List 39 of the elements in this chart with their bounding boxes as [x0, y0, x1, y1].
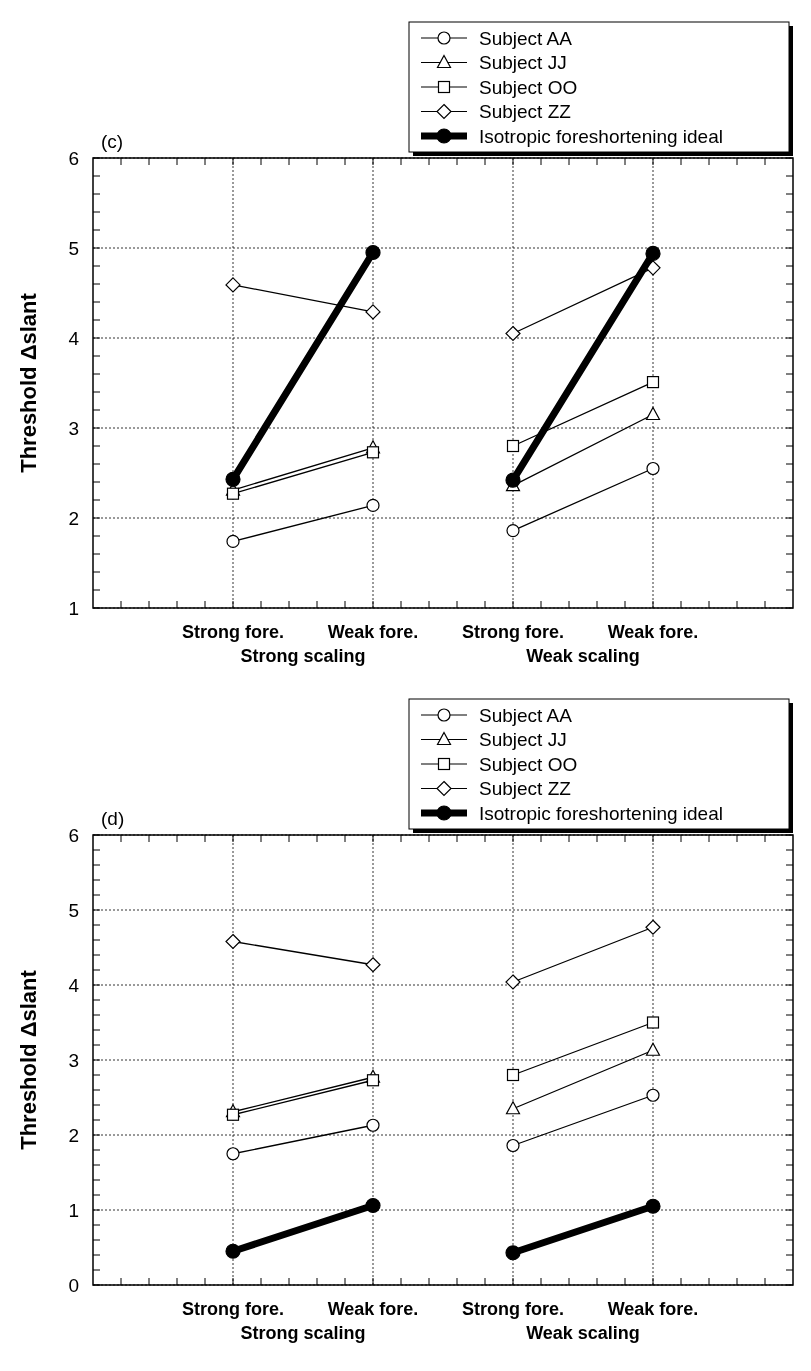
text: Weak scaling	[526, 1323, 640, 1343]
x-tick-label: Weak fore.	[327, 622, 419, 642]
y-tick-label: 6	[68, 824, 79, 846]
y-tick-label: 3	[68, 417, 79, 439]
y-tick-label: 3	[68, 1049, 79, 1071]
text: Strong scaling	[240, 1323, 366, 1343]
legend-label: Subject ZZ	[479, 101, 572, 123]
text: Strong scaling	[240, 646, 366, 666]
text: Weak scaling	[526, 646, 640, 666]
y-tick-label: 2	[68, 1124, 79, 1146]
y-tick-label: 0	[68, 1274, 79, 1296]
x-tick-label: Weak fore.	[607, 1299, 699, 1319]
y-tick-label: 6	[68, 147, 79, 169]
legend-label: Subject JJ	[479, 52, 567, 74]
y-tick-label: 2	[68, 507, 79, 529]
x-tick-label: Strong fore.	[182, 622, 284, 642]
legend-label: Subject OO	[479, 76, 578, 98]
legend-label: Subject JJ	[479, 729, 567, 751]
y-tick-label: 5	[68, 899, 79, 921]
x-tick-label: Strong fore.	[462, 1299, 564, 1319]
x-tick-label: Strong fore.	[182, 1299, 284, 1319]
y-tick-label: 4	[68, 327, 80, 349]
y-tick-label: 1	[68, 1199, 79, 1221]
legend-label: Subject AA	[479, 704, 573, 726]
x-tick-label: Weak fore.	[327, 1299, 419, 1319]
y-tick-label: 1	[68, 597, 79, 619]
y-axis-title: Threshold Δslant	[16, 292, 41, 473]
legend-label: Subject AA	[479, 27, 573, 49]
legend-label: Subject OO	[479, 753, 578, 775]
chart-title: (d)	[101, 808, 125, 829]
y-axis-title: Threshold Δslant	[16, 969, 41, 1150]
legend-label: Subject ZZ	[479, 778, 572, 800]
legend-label: Isotropic foreshortening ideal	[479, 802, 723, 824]
x-tick-label: Weak fore.	[607, 622, 699, 642]
y-tick-label: 5	[68, 237, 79, 259]
legend-label: Isotropic foreshortening ideal	[479, 125, 723, 147]
y-tick-label: 4	[68, 974, 80, 996]
x-tick-label: Strong fore.	[462, 622, 564, 642]
chart-title: (c)	[101, 131, 124, 152]
